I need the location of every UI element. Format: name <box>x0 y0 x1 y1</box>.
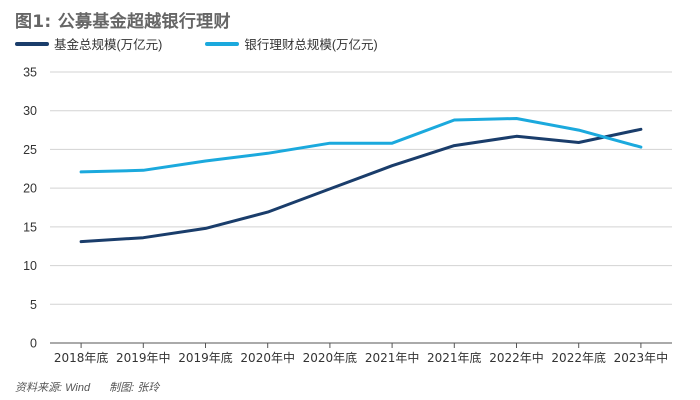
series-lines <box>79 117 643 244</box>
y-tick-label-35: 35 <box>23 66 37 80</box>
legend: 基金总规模(万亿元) 银行理财总规模(万亿元) <box>15 34 421 53</box>
axes <box>50 342 672 348</box>
y-tick-label-30: 30 <box>23 104 37 118</box>
series-line-1 <box>79 127 643 244</box>
author-text: 制图: 张玲 <box>109 382 160 394</box>
legend-item-fund: 基金总规模(万亿元) <box>15 34 162 53</box>
x-tick-label-0: 2018年底 <box>54 350 109 365</box>
series-line-2 <box>79 117 643 174</box>
x-tick-label-3: 2020年中 <box>240 350 295 365</box>
grid-lines <box>50 71 672 305</box>
legend-swatch-fund <box>15 41 49 46</box>
source-note: 资料来源: Wind 制图: 张玲 <box>15 379 175 395</box>
y-tick-label-25: 25 <box>23 143 37 157</box>
x-tick-label-2: 2019年底 <box>178 350 233 365</box>
x-tick-label-6: 2021年底 <box>427 350 482 365</box>
x-tick-label-4: 2020年底 <box>303 350 358 365</box>
x-tick-label-5: 2021年中 <box>365 350 420 365</box>
source-text: 资料来源: Wind <box>15 382 91 394</box>
y-tick-label-0: 0 <box>30 337 37 351</box>
legend-item-bank: 银行理财总规模(万亿元) <box>205 34 378 53</box>
x-tick-label-9: 2023年中 <box>614 350 669 365</box>
y-tick-label-10: 10 <box>23 259 37 273</box>
legend-label-fund: 基金总规模(万亿元) <box>54 38 163 52</box>
legend-swatch-bank <box>205 41 240 46</box>
tick-labels: 0 5 10 15 20 25 30 35 2018年底 2019年中 2019年底 2020年中 20… <box>23 66 668 366</box>
y-tick-label-5: 5 <box>30 298 37 312</box>
x-tick-label-1: 2019年中 <box>116 350 171 365</box>
chart-title: 图1: 公募基金超越银行理财 <box>15 12 231 32</box>
legend-label-bank: 银行理财总规模(万亿元) <box>244 38 378 52</box>
y-tick-label-20: 20 <box>23 182 37 196</box>
x-tick-label-7: 2022年中 <box>489 350 544 365</box>
x-tick-label-8: 2022年底 <box>551 350 606 365</box>
y-tick-label-15: 15 <box>23 220 37 234</box>
